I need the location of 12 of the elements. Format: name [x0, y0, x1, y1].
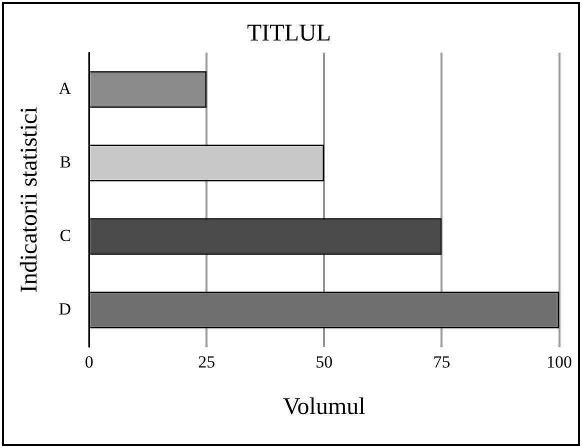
y-axis-title: Indicatorii statistici [16, 106, 43, 293]
y-tick-label: D [58, 300, 72, 319]
y-tick-label: B [60, 152, 72, 172]
x-tick-label: 25 [198, 352, 216, 372]
x-tick-label: 0 [84, 352, 94, 372]
x-tick-label: 75 [433, 352, 450, 372]
x-tick-label: 100 [546, 352, 572, 372]
y-tick-label: A [58, 79, 72, 98]
x-axis-title: Volumul [283, 394, 366, 420]
y-tick-label: C [60, 226, 72, 246]
x-tick-label: 50 [316, 352, 333, 372]
chart-title: TITLUL [247, 20, 331, 47]
